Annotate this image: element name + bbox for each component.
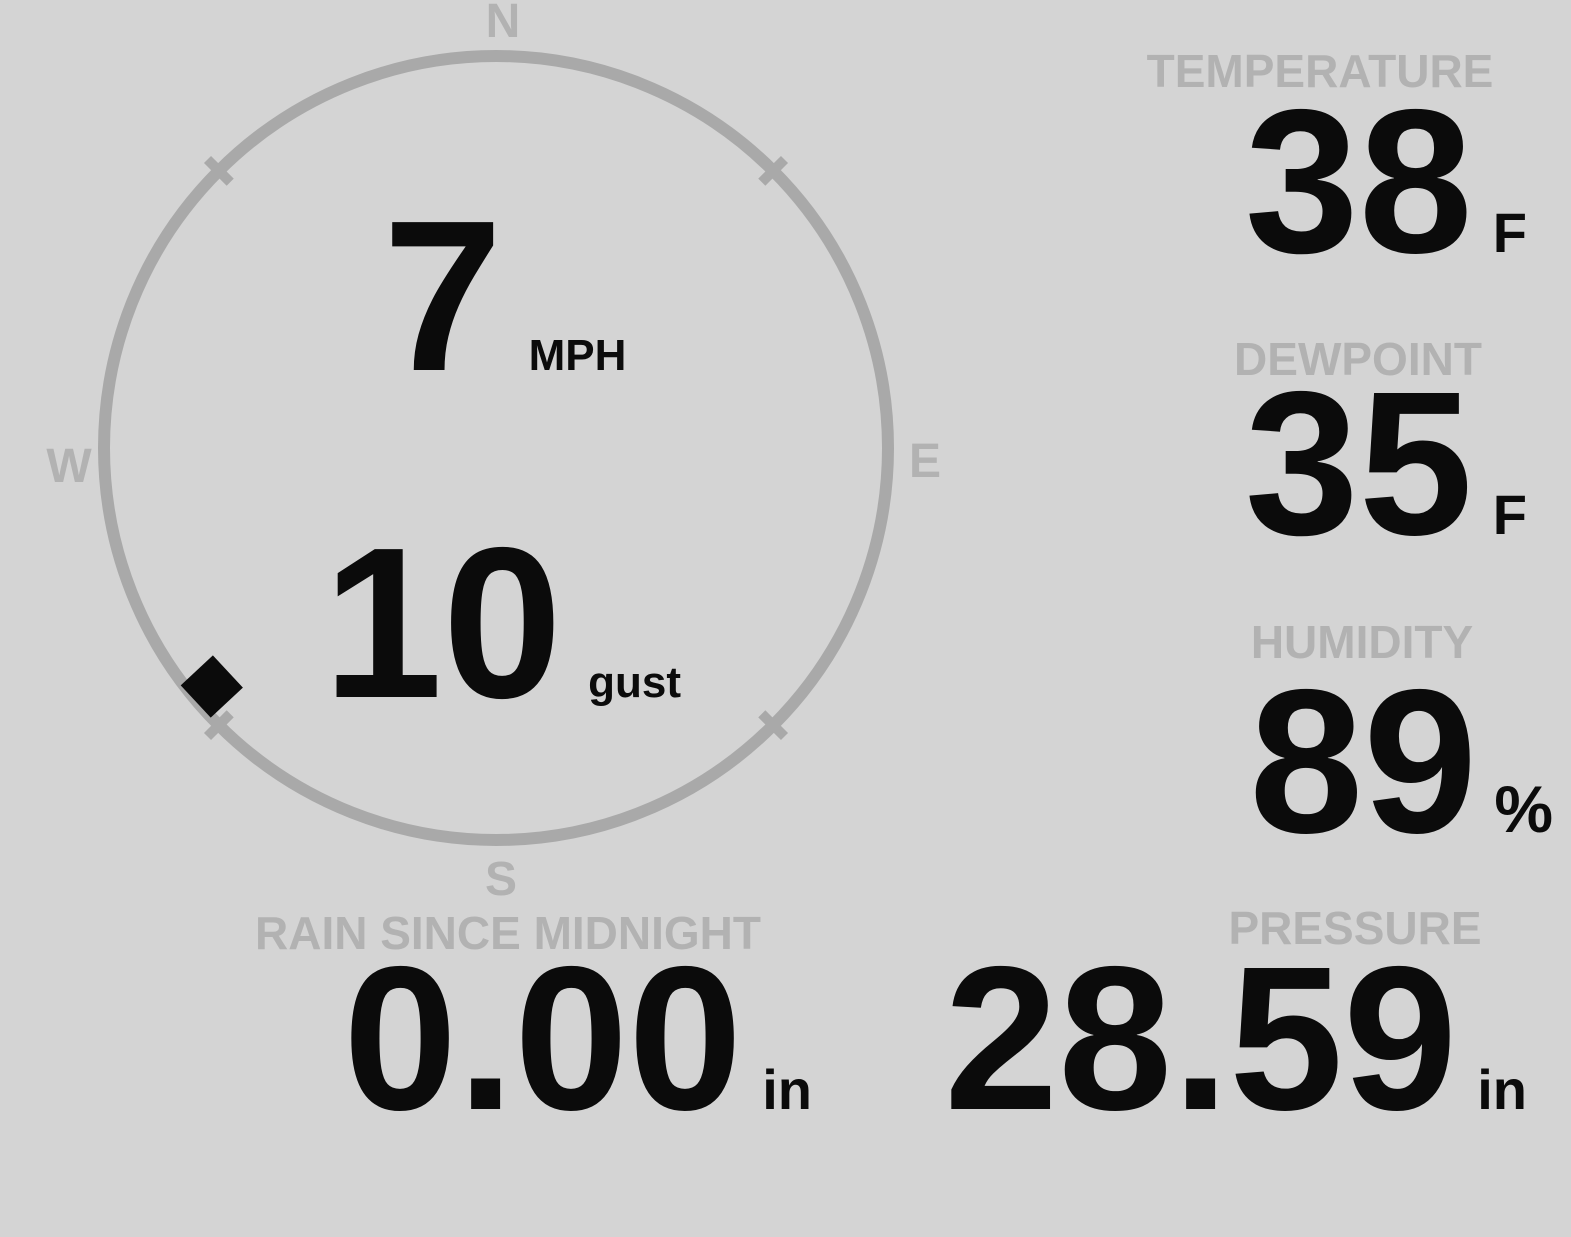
compass-cardinal-east: E [908,435,942,488]
temperature-unit: F [1492,201,1527,264]
humidity-unit: % [1494,772,1553,846]
wind-speed-value: 7 [383,175,503,416]
rain-reading: 0.00 in [343,936,812,1141]
dewpoint-label: DEWPOINT [1234,333,1482,385]
wind-gust-unit: gust [588,658,682,707]
compass-ring [98,50,894,846]
rain-value: 0.00 [343,924,743,1153]
pressure-reading: 28.59 in [944,936,1527,1141]
dewpoint-reading: 35 F [1245,361,1527,566]
wind-gust-value: 10 [323,502,563,743]
compass-tick-se [758,710,789,741]
compass-tick-ne [758,155,789,186]
compass-cardinal-west: W [46,440,92,493]
temperature-reading: 38 F [1245,79,1527,284]
wind-gust-reading: 10 gust [323,515,681,730]
humidity-value: 89 [1249,647,1478,876]
dewpoint-unit: F [1492,483,1527,546]
compass-tick-nw [203,155,234,186]
wind-direction-marker [180,655,243,718]
humidity-reading: 89 % [1249,659,1553,864]
compass-cardinal-north: N [485,0,521,48]
compass-cardinal-south: S [484,853,518,906]
dewpoint-value: 35 [1244,349,1473,578]
compass-tick-sw [203,710,234,741]
wind-speed-unit: MPH [528,331,627,380]
pressure-value: 28.59 [944,924,1458,1153]
humidity-label: HUMIDITY [1250,616,1474,668]
pressure-label: PRESSURE [1228,902,1482,954]
temperature-label: TEMPERATURE [1146,45,1494,97]
rain-unit: in [762,1058,812,1121]
wind-speed-reading: 7 MPH [383,188,626,403]
rain-label: RAIN SINCE MIDNIGHT [255,907,761,959]
pressure-unit: in [1477,1058,1527,1121]
temperature-value: 38 [1244,67,1473,296]
